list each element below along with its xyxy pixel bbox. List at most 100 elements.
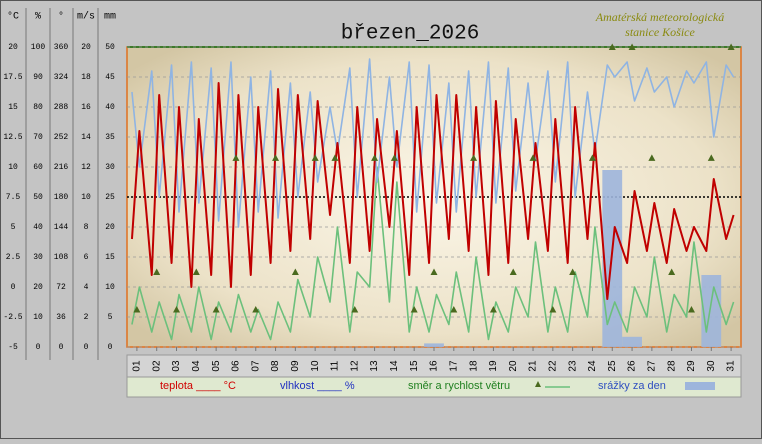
y-tick-label: 20: [105, 223, 115, 232]
x-tick-label: 20: [508, 360, 519, 372]
x-tick-label: 29: [686, 360, 697, 372]
y-tick-label: 90: [33, 73, 43, 82]
y-axis-label: °C: [7, 11, 19, 23]
y-tick-label: 216: [54, 163, 69, 172]
y-tick-label: 4: [84, 283, 89, 292]
y-tick-label: 360: [54, 43, 69, 52]
legend-label: srážky za den: [598, 380, 666, 392]
chart-title: březen_2026: [341, 23, 480, 46]
y-tick-label: 0: [59, 343, 64, 352]
wind-direction-marker: [687, 306, 695, 313]
y-tick-label: 60: [33, 163, 43, 172]
wind-direction-marker: [351, 306, 359, 313]
wind-direction-marker: [608, 43, 616, 50]
series-line: [131, 166, 735, 341]
wind-direction-marker: [192, 268, 200, 275]
x-tick-label: 07: [250, 360, 261, 372]
legend-label: teplota ____ °C: [160, 380, 236, 392]
wind-direction-marker: [371, 154, 379, 161]
wind-direction-marker: [331, 154, 339, 161]
legend-swatch: [685, 382, 715, 390]
y-tick-label: 17.5: [3, 73, 22, 82]
y-tick-label: 35: [105, 133, 115, 142]
y-tick-label: 288: [54, 103, 69, 112]
x-tick-label: 08: [270, 360, 281, 372]
y-tick-label: 324: [54, 73, 69, 82]
x-tick-label: 01: [132, 360, 143, 372]
x-tick-label: 14: [389, 360, 400, 372]
y-tick-label: 0: [84, 343, 89, 352]
x-tick-label: 11: [330, 360, 341, 371]
x-tick-label: 23: [567, 360, 578, 372]
y-tick-label: 20: [8, 43, 18, 52]
wind-direction-marker: [410, 306, 418, 313]
wind-direction-marker: [648, 154, 656, 161]
wind-direction-marker: [390, 154, 398, 161]
y-tick-label: 12.5: [3, 133, 22, 142]
wind-direction-marker: [133, 306, 141, 313]
x-tick-label: 03: [171, 360, 182, 372]
y-tick-label: 20: [81, 43, 91, 52]
legend-label: vlhkost ____ %: [280, 380, 355, 392]
x-tick-label: 13: [369, 360, 380, 372]
y-tick-label: 50: [33, 193, 43, 202]
x-tick-label: 21: [528, 360, 539, 372]
x-tick-label: 16: [429, 360, 440, 372]
y-tick-label: 14: [81, 133, 91, 142]
x-tick-label: 17: [448, 360, 459, 372]
legend-label: směr a rychlost větru: [408, 380, 510, 392]
y-tick-label: 20: [33, 283, 43, 292]
wind-direction-marker: [153, 268, 161, 275]
x-tick-label: 26: [627, 360, 638, 372]
y-tick-label: 252: [54, 133, 69, 142]
y-tick-label: 30: [105, 163, 115, 172]
wind-direction-marker: [588, 154, 596, 161]
wind-direction-marker: [173, 306, 181, 313]
wind-direction-marker: [569, 268, 577, 275]
wind-direction-marker: [509, 268, 517, 275]
wind-direction-marker: [311, 154, 319, 161]
y-tick-label: 5: [11, 223, 16, 232]
x-tick-label: 06: [231, 360, 242, 372]
y-tick-label: 0: [36, 343, 41, 352]
x-tick-label: 12: [349, 360, 360, 372]
x-tick-label: 18: [468, 360, 479, 372]
y-tick-label: 40: [105, 103, 115, 112]
axis-separators: [25, 8, 99, 360]
y-tick-label: 0: [11, 283, 16, 292]
y-tick-label: 10: [105, 283, 115, 292]
x-tick-label: 24: [587, 360, 598, 372]
precip-bar: [701, 275, 722, 347]
wind-direction-marker: [212, 306, 220, 313]
wind-direction-marker: [232, 154, 240, 161]
y-tick-label: 10: [8, 163, 18, 172]
y-tick-label: 50: [105, 43, 115, 52]
y-tick-label: 10: [33, 313, 43, 322]
x-tick-label: 05: [211, 360, 222, 372]
x-tick-label: 02: [151, 360, 162, 372]
y-tick-label: 2: [84, 313, 89, 322]
y-tick-label: 70: [33, 133, 43, 142]
wind-direction-marker: [628, 43, 636, 50]
y-tick-label: 15: [8, 103, 18, 112]
wind-direction-marker: [272, 154, 280, 161]
y-tick-label: 15: [105, 253, 115, 262]
x-tick-label: 09: [290, 360, 301, 372]
y-tick-label: 5: [108, 313, 113, 322]
annotation: Amatérská meteorologická: [595, 10, 725, 24]
y-axis-label: m/s: [77, 11, 95, 23]
series-line: [131, 58, 735, 228]
wind-direction-marker: [252, 306, 260, 313]
wind-direction-marker: [549, 306, 557, 313]
y-tick-label: 6: [84, 253, 89, 262]
wind-direction-marker: [707, 154, 715, 161]
wind-direction-marker: [450, 306, 458, 313]
x-tick-label: 25: [607, 360, 618, 372]
wind-direction-marker: [430, 268, 438, 275]
y-tick-label: 25: [105, 193, 115, 202]
wind-direction-marker: [668, 268, 676, 275]
legend-marker: [535, 381, 541, 387]
wind-direction-marker: [727, 43, 735, 50]
legend-strip: [126, 376, 742, 398]
y-axis-label: °: [58, 11, 64, 23]
